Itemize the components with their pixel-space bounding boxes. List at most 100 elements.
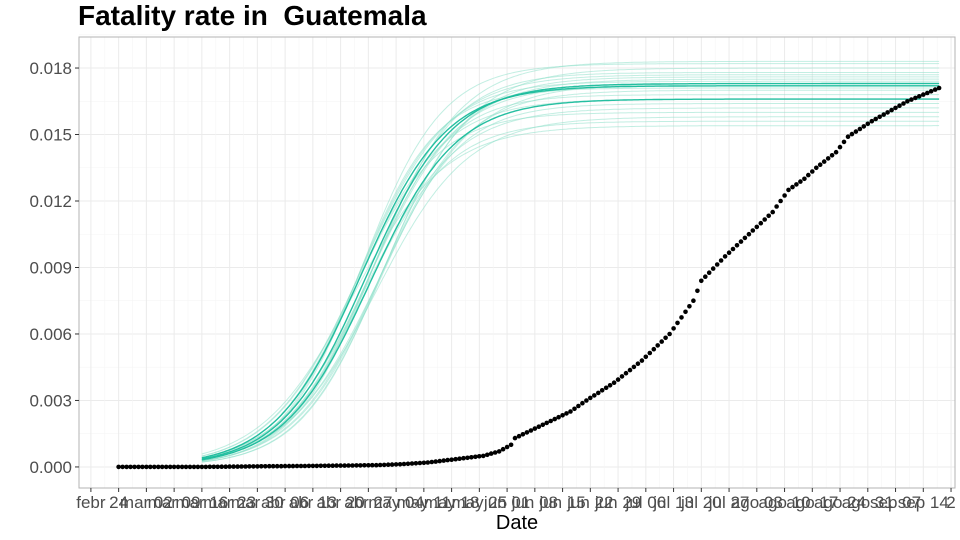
observed-point [564,411,569,416]
observed-point [865,121,871,127]
observed-point [703,274,708,280]
observed-point [488,451,494,456]
observed-point [679,315,684,320]
observed-point [615,377,621,382]
observed-point [572,406,577,412]
x-tick-label: 2 [946,493,955,512]
observed-point [794,182,799,187]
observed-point [124,464,129,470]
observed-point [580,400,585,406]
observed-point [243,464,248,469]
observed-point [393,462,399,467]
observed-point [235,464,240,469]
observed-point [156,464,161,470]
observed-point [346,463,351,468]
x-tick-label: jun 15 [538,493,585,512]
observed-point [469,455,474,460]
observed-point [631,364,637,370]
observed-point [588,395,593,401]
fitted-curve-strong [201,85,940,459]
observed-point [120,464,125,470]
observed-point [195,464,201,470]
x-tick-label: may 04 [368,493,424,512]
observed-point [901,101,906,106]
observed-point [385,462,391,468]
observed-point [722,254,728,259]
observed-point [179,464,185,470]
observed-point [267,463,272,469]
observed-point [825,156,831,161]
observed-point [282,463,288,469]
observed-point [841,139,847,145]
observed-point [298,463,304,469]
observed-point [932,87,938,92]
x-tick-label: mar 16 [175,493,228,512]
observed-point [599,388,605,393]
observed-point [936,85,942,91]
observed-point [417,460,423,466]
observed-points [116,85,942,470]
observed-point [294,463,300,469]
observed-point [683,309,688,315]
x-tick-label: jul 06 [625,493,667,512]
x-tick-label: ago 10 [759,493,811,512]
observed-point [290,463,296,469]
observed-point [806,172,811,178]
observed-point [643,354,649,360]
y-axis: 0.000 0.003 0.006 0.009 0.012 0.015 0.018 [29,59,79,477]
x-tick-label: mar 09 [148,493,201,512]
observed-point [738,239,744,244]
x-tick-label: jun 01 [483,493,530,512]
observed-point [247,464,252,469]
observed-point [790,184,795,190]
observed-point [215,464,220,470]
observed-point [817,162,823,167]
observed-point [171,464,177,470]
observed-point [259,464,264,469]
x-tick-label: jun 22 [566,493,613,512]
observed-point [540,422,546,428]
observed-point [718,258,724,263]
observed-point [921,92,926,97]
y-tick-label: 0.015 [29,126,72,145]
observed-point [532,426,538,431]
observed-point [477,454,482,459]
observed-point [366,463,371,468]
observed-point [710,266,716,271]
observed-point [318,463,324,469]
observed-point [219,464,224,470]
observed-point [687,304,692,309]
x-tick-label: jun 08 [511,493,558,512]
x-tick-label: jul 20 [680,493,722,512]
observed-point [821,159,827,164]
observed-point [370,462,375,468]
observed-point [512,435,518,441]
observed-point [897,103,902,108]
observed-point [334,463,339,468]
y-tick-label: 0.018 [29,59,72,78]
observed-point [798,179,803,184]
observed-point [746,231,752,237]
observed-point [576,403,581,409]
observed-point [492,450,498,455]
observed-point [132,464,137,470]
observed-point [524,430,530,435]
observed-point [425,460,431,465]
x-tick-label: abr 13 [289,493,337,512]
observed-point [251,464,256,469]
observed-point [639,358,645,363]
x-tick-label: jul 27 [708,493,750,512]
observed-point [203,464,209,470]
observed-point [187,464,193,470]
observed-point [778,198,783,204]
observed-point [726,250,732,255]
observed-point [845,134,851,139]
y-tick-label: 0.003 [29,391,72,410]
observed-point [136,464,141,470]
fitted-curve-strong [201,82,940,460]
observed-point [881,112,886,117]
observed-point [485,452,490,458]
observed-point [552,416,557,422]
observed-point [314,463,320,469]
observed-point [917,94,922,99]
